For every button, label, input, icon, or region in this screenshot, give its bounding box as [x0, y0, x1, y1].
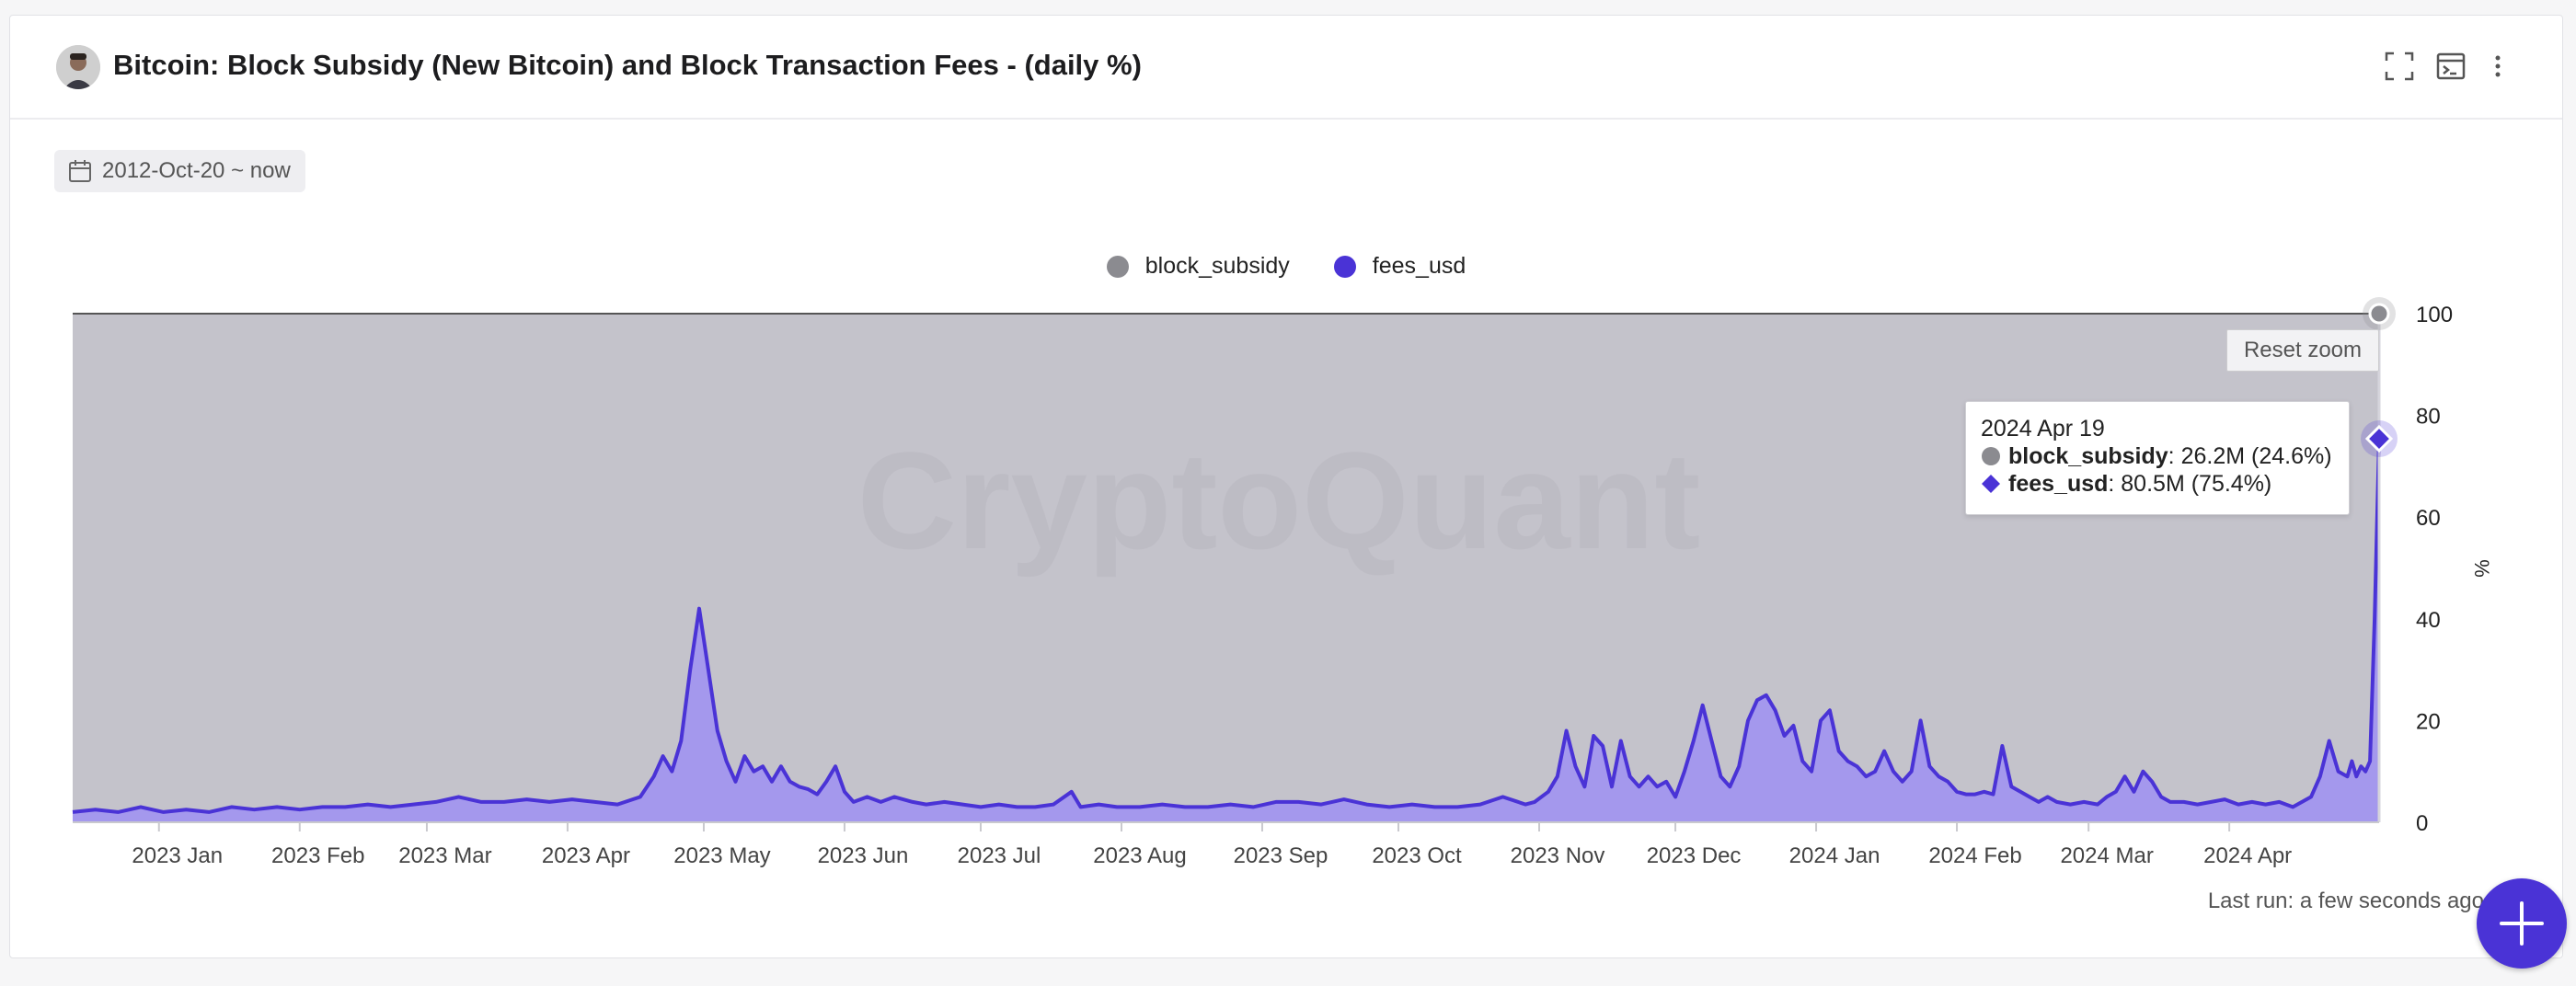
x-tick-label: 2024 Mar [2060, 843, 2153, 868]
series-line-fees-usd [72, 438, 2381, 814]
series-area-block-subsidy [73, 314, 2379, 822]
card-header: Bitcoin: Block Subsidy (New Bitcoin) and… [10, 16, 2562, 120]
y-tick-label: 60 [2416, 506, 2441, 531]
x-tick-label: 2023 Dec [1647, 843, 1742, 868]
plus-icon [2500, 901, 2544, 946]
console-icon[interactable] [2435, 51, 2467, 82]
series-area-fees-usd [73, 439, 2379, 822]
legend-marker [1333, 255, 1356, 278]
date-range-label: 2012-Oct-20 ~ now [102, 158, 291, 183]
diamond-marker-icon [1982, 475, 2000, 493]
avatar[interactable] [56, 45, 100, 89]
date-range-picker[interactable]: 2012-Oct-20 ~ now [54, 150, 305, 192]
x-tick-label: 2023 Sep [1234, 843, 1328, 868]
x-tick-label: 2023 Jan [132, 843, 223, 868]
tooltip-date: 2024 Apr 19 [1981, 416, 2105, 441]
legend-marker [1106, 255, 1129, 278]
x-tick-label: 2023 May [673, 843, 770, 868]
hover-marker-block-subsidy [2368, 303, 2390, 325]
x-tick-label: 2024 Apr [2203, 843, 2292, 868]
tooltip-series-value: : 26.2M (24.6%) [2168, 443, 2332, 469]
y-axis-label: % [2470, 559, 2493, 578]
legend: block_subsidy fees_usd [10, 253, 2562, 280]
x-tick-label: 2023 Jun [818, 843, 909, 868]
tooltip-row-fees-usd: fees_usd: 80.5M (75.4%) [1981, 470, 2334, 498]
watermark: CryptoQuant [857, 423, 1701, 578]
calendar-icon [69, 160, 91, 182]
x-tick-label: 2023 Feb [271, 843, 364, 868]
legend-item-fees-usd[interactable]: fees_usd [1333, 253, 1466, 280]
last-run-status: Last run: a few seconds ago [2207, 889, 2484, 913]
x-tick-label: 2023 Aug [1093, 843, 1186, 868]
legend-label: fees_usd [1372, 253, 1466, 279]
y-tick-label: 0 [2416, 811, 2428, 836]
x-axis: 2023 Jan 2023 Feb 2023 Mar 2023 Apr 2023 May… [73, 821, 2379, 868]
y-tick-label: 20 [2416, 709, 2441, 734]
y-tick-label: 100 [2416, 303, 2453, 327]
x-tick-label: 2023 Apr [542, 843, 630, 868]
tooltip-row-block-subsidy: block_subsidy: 26.2M (24.6%) [1981, 442, 2334, 470]
hover-marker-fees-usd [2364, 424, 2394, 453]
chart-title: Bitcoin: Block Subsidy (New Bitcoin) and… [113, 49, 1142, 81]
y-axis: 0 20 40 60 80 100 [2416, 303, 2453, 836]
more-options-icon[interactable] [2489, 51, 2507, 82]
tooltip: 2024 Apr 19 block_subsidy: 26.2M (24.6%)… [1965, 401, 2350, 515]
x-tick-label: 2023 Oct [1372, 843, 1462, 868]
tooltip-series-name: block_subsidy [2008, 443, 2168, 469]
x-tick-label: 2023 Jul [958, 843, 1041, 868]
x-tick-label: 2023 Mar [398, 843, 491, 868]
legend-item-block-subsidy[interactable]: block_subsidy [1106, 253, 1290, 280]
reset-zoom-button[interactable]: Reset zoom [2226, 329, 2379, 372]
add-button[interactable] [2477, 878, 2567, 969]
tooltip-series-name: fees_usd [2008, 471, 2109, 497]
x-tick-label: 2024 Feb [1928, 843, 2021, 868]
x-tick-label: 2024 Jan [1789, 843, 1880, 868]
circle-marker-icon [1982, 447, 2000, 465]
tooltip-series-value: : 80.5M (75.4%) [2108, 471, 2272, 497]
y-tick-label: 80 [2416, 405, 2441, 430]
x-tick-label: 2023 Nov [1511, 843, 1605, 868]
legend-label: block_subsidy [1144, 253, 1290, 279]
y-tick-label: 40 [2416, 608, 2441, 633]
fullscreen-icon[interactable] [2384, 51, 2415, 82]
hover-markers [2361, 297, 2398, 458]
